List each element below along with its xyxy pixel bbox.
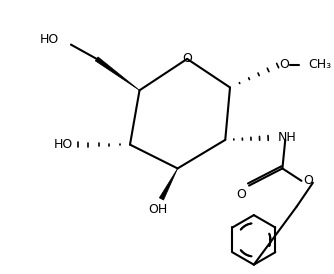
- Text: CH₃: CH₃: [308, 58, 331, 71]
- Text: HO: HO: [53, 138, 73, 151]
- Polygon shape: [159, 169, 178, 200]
- Text: OH: OH: [148, 203, 167, 216]
- Polygon shape: [95, 57, 140, 90]
- Text: O: O: [279, 58, 289, 71]
- Text: O: O: [303, 174, 313, 187]
- Text: HO: HO: [39, 33, 58, 46]
- Text: NH: NH: [278, 132, 296, 144]
- Text: O: O: [236, 188, 246, 201]
- Text: O: O: [182, 52, 192, 65]
